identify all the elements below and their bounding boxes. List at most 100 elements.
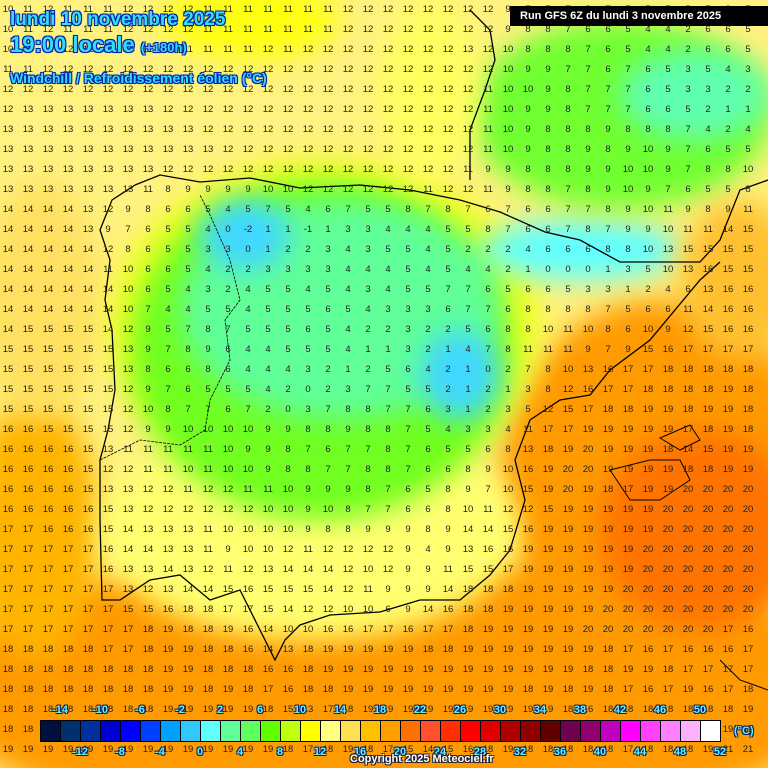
grid-value: 15: [482, 564, 494, 575]
grid-value: 19: [622, 444, 634, 455]
grid-value: 11: [143, 184, 153, 195]
grid-value: 12: [422, 84, 434, 95]
grid-value: 17: [662, 684, 674, 695]
legend-swatch: [441, 721, 461, 741]
grid-value: 0: [565, 264, 571, 275]
grid-value: 2: [305, 244, 311, 255]
grid-value: 14: [442, 584, 454, 595]
med-orange-north: [680, 200, 768, 360]
legend-swatch: [261, 721, 281, 741]
grid-value: 8: [605, 144, 611, 155]
grid-value: 6: [545, 244, 551, 255]
grid-value: 6: [725, 24, 731, 35]
grid-value: 10: [622, 164, 634, 175]
legend-label-top: 38: [573, 704, 587, 716]
grid-value: 3: [205, 244, 211, 255]
grid-value: 19: [562, 524, 574, 535]
grid-value: 18: [62, 684, 74, 695]
grid-value: 10: [502, 144, 514, 155]
grid-value: 19: [562, 544, 574, 555]
grid-value: 19: [542, 604, 554, 615]
grid-value: 13: [62, 164, 74, 175]
grid-value: 16: [742, 624, 754, 635]
grid-value: 15: [642, 344, 654, 355]
grid-value: 13: [22, 184, 34, 195]
grid-value: 18: [2, 724, 14, 735]
grid-value: 4: [465, 344, 471, 355]
grid-value: 5: [265, 324, 271, 335]
grid-value: 4: [365, 264, 371, 275]
grid-value: 7: [125, 224, 131, 235]
grid-value: 3: [705, 84, 711, 95]
grid-value: 0: [305, 384, 311, 395]
grid-value: 14: [82, 304, 94, 315]
grid-value: 19: [482, 624, 494, 635]
grid-value: 9: [625, 224, 631, 235]
grid-value: 12: [262, 124, 274, 135]
grid-value: 12: [302, 164, 314, 175]
grid-value: 5: [445, 444, 451, 455]
grid-value: 18: [142, 684, 154, 695]
grid-value: 3: [605, 284, 611, 295]
grid-value: 8: [525, 24, 531, 35]
grid-value: 19: [702, 404, 714, 415]
grid-value: 13: [2, 144, 14, 155]
grid-value: 12: [202, 164, 214, 175]
legend-swatch: [181, 721, 201, 741]
grid-value: 12: [62, 44, 74, 55]
grid-value: 16: [242, 584, 254, 595]
grid-value: 20: [742, 544, 754, 555]
grid-value: 17: [222, 604, 234, 615]
grid-value: 5: [305, 304, 311, 315]
grid-value: 8: [525, 184, 531, 195]
grid-value: 13: [102, 484, 114, 495]
grid-value: 3: [385, 304, 391, 315]
grid-value: 19: [242, 704, 254, 715]
grid-value: 12: [202, 64, 214, 75]
grid-value: 6: [545, 284, 551, 295]
grid-value: 12: [182, 4, 194, 15]
grid-value: 15: [62, 344, 74, 355]
grid-value: 5: [325, 284, 331, 295]
grid-value: 10: [562, 364, 574, 375]
grid-value: 12: [102, 244, 114, 255]
grid-value: 12: [82, 84, 94, 95]
grid-value: 18: [722, 704, 734, 715]
grid-value: 9: [725, 204, 731, 215]
grid-value: 7: [185, 324, 191, 335]
grid-value: 5: [265, 284, 271, 295]
grid-value: 13: [162, 584, 174, 595]
grid-value: 18: [542, 744, 554, 755]
grid-value: 5: [185, 224, 191, 235]
grid-value: 12: [242, 144, 254, 155]
grid-value: 7: [405, 404, 411, 415]
grid-value: 15: [42, 364, 54, 375]
grid-value: 11: [563, 344, 573, 355]
grid-value: 19: [742, 464, 754, 475]
grid-value: 20: [702, 524, 714, 535]
legend-swatch: [661, 721, 681, 741]
grid-value: 12: [402, 164, 414, 175]
grid-value: 12: [482, 64, 494, 75]
legend-label-top: -14: [52, 704, 68, 716]
grid-value: 16: [522, 524, 534, 535]
grid-value: 19: [382, 664, 394, 675]
grid-value: 2: [685, 24, 691, 35]
grid-value: 5: [445, 244, 451, 255]
grid-value: 18: [742, 684, 754, 695]
grid-value: 19: [662, 424, 674, 435]
grid-value: 9: [605, 184, 611, 195]
grid-value: 4: [425, 224, 431, 235]
grid-value: 4: [645, 24, 651, 35]
grid-value: 7: [605, 344, 611, 355]
grid-value: 12: [222, 504, 234, 515]
grid-value: 18: [522, 744, 534, 755]
grid-value: 18: [702, 364, 714, 375]
grid-value: 12: [102, 64, 114, 75]
grid-value: 6: [165, 364, 171, 375]
grid-value: 16: [442, 604, 454, 615]
grid-value: 12: [342, 24, 354, 35]
grid-value: 5: [685, 104, 691, 115]
grid-value: 16: [482, 544, 494, 555]
grid-value: 17: [82, 604, 94, 615]
